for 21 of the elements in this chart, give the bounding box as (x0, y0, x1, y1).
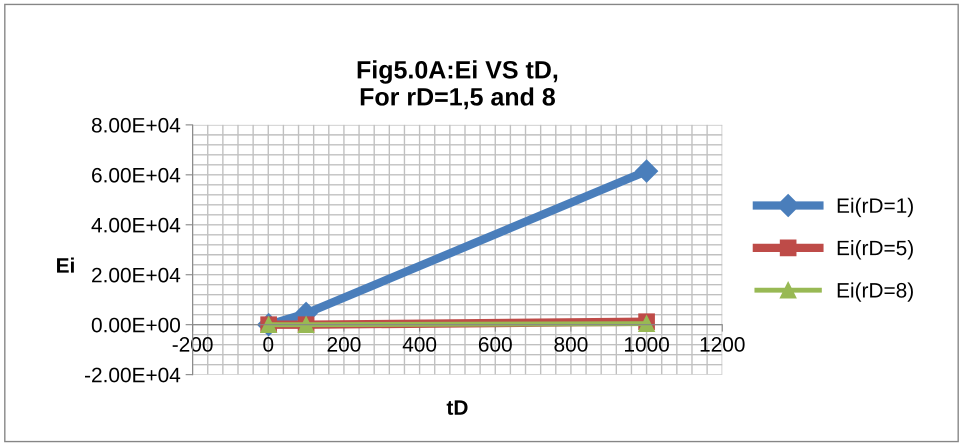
y-tick-label: 0.00E+00 (92, 318, 180, 332)
x-axis-title: tD (446, 400, 468, 415)
y-tick-label: 2.00E+04 (92, 268, 180, 282)
x-tick-label: 0 (263, 337, 274, 352)
x-tick-label: -200 (172, 337, 213, 352)
y-axis-title: Ei (57, 258, 74, 273)
y-tick-label: 4.00E+04 (91, 218, 180, 233)
chart-title: Fig5.0A:Ei VS tD, For rD=1,5 and 8 (358, 60, 558, 110)
legend-label: Ei(rD=8) (838, 282, 913, 302)
x-tick-label: 200 (328, 337, 360, 352)
y-tick-label: -2.00E+04 (85, 368, 180, 382)
x-tick-label: 800 (554, 337, 588, 352)
legend-label: Ei(rD=1) (838, 198, 913, 218)
x-tick-label: 600 (478, 337, 512, 352)
y-tick-label: 6.00E+04 (92, 168, 180, 183)
legend-label: Ei(rD=5) (838, 240, 913, 260)
x-tick-label: 400 (402, 337, 436, 352)
y-tick-label: 8.00E+04 (92, 118, 180, 133)
point (635, 160, 658, 183)
x-tick-label: 1000 (625, 337, 669, 352)
x-tick-label: 1200 (700, 337, 745, 352)
